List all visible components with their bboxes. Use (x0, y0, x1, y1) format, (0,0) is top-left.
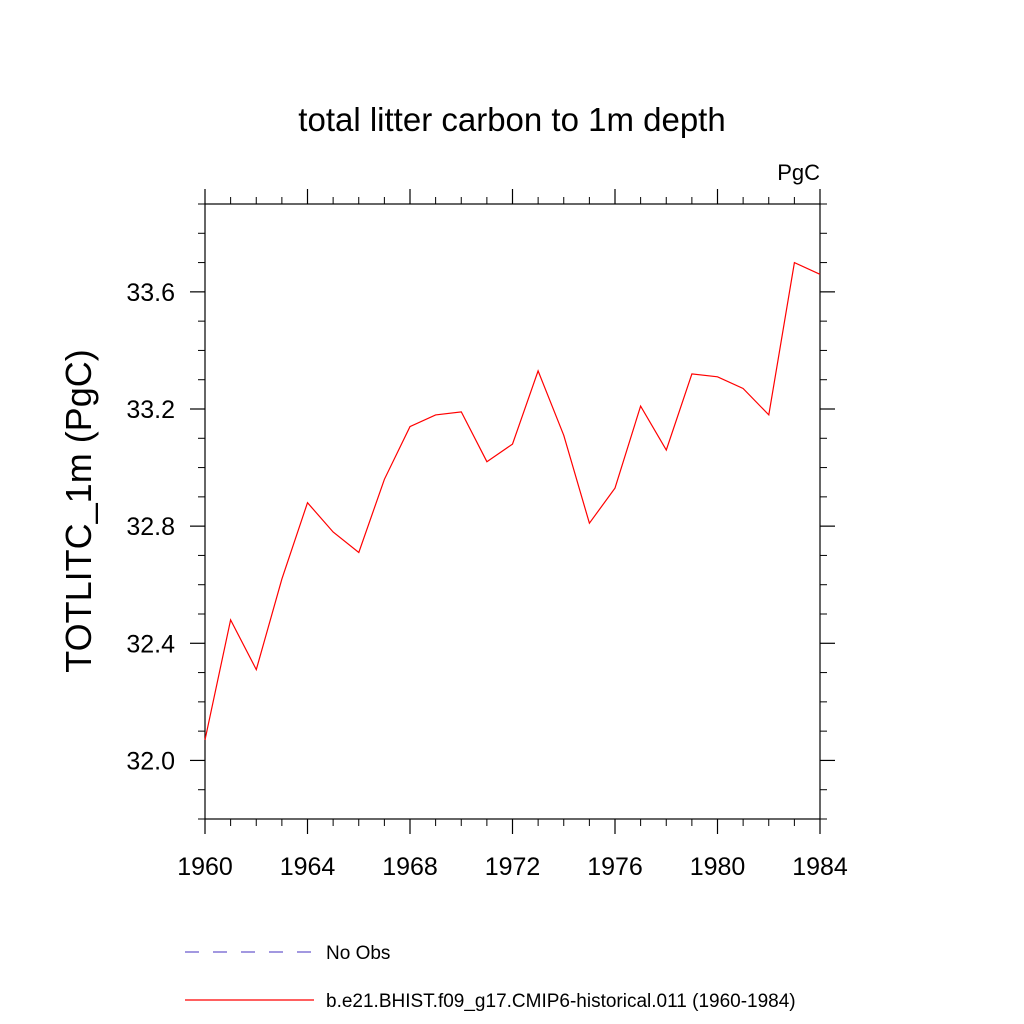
y-tick-label: 33.6 (126, 279, 175, 307)
plot-frame (204, 203, 821, 820)
legend-label: No Obs (326, 943, 390, 964)
y-tick-label: 32.8 (126, 513, 175, 541)
series-line (204, 261, 821, 741)
y-tick-label: 33.2 (126, 396, 175, 424)
units-label: PgC (777, 160, 820, 185)
x-tick-label: 1960 (177, 853, 233, 881)
x-tick-label: 1980 (690, 853, 746, 881)
y-axis-label: TOTLITC_1m (PgC) (58, 349, 99, 672)
x-tick-label: 1964 (280, 853, 336, 881)
legend: No Obs b.e21.BHIST.f09_g17.CMIP6-historic… (185, 943, 796, 1012)
x-tick-label: 1972 (485, 853, 541, 881)
x-tick-label: 1984 (792, 853, 848, 881)
series-layer (204, 261, 821, 741)
x-tick-label: 1976 (587, 853, 643, 881)
y-tick-label: 32.0 (126, 747, 175, 775)
axes: 1960 1964 1968 1972 1976 1980 1984 32.0 32.4 32.8… (126, 189, 848, 881)
legend-label: b.e21.BHIST.f09_g17.CMIP6-historical.011… (326, 991, 796, 1012)
y-tick-label: 32.4 (126, 630, 175, 658)
chart-title: total litter carbon to 1m depth (298, 101, 725, 138)
x-tick-label: 1968 (382, 853, 438, 881)
